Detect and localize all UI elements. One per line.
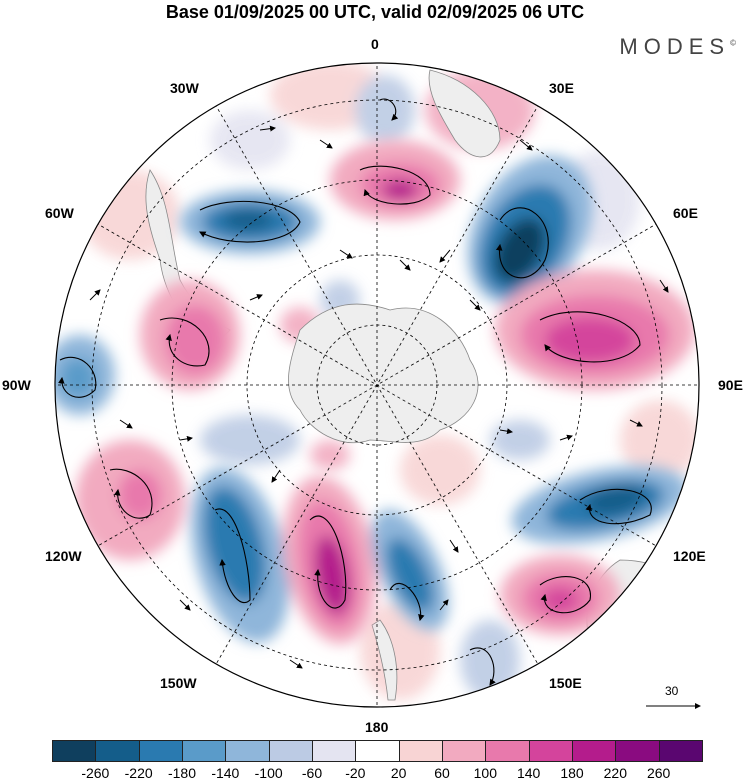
colorbar-tick-label: 100 xyxy=(473,765,498,781)
lon-label-120w: 120W xyxy=(45,548,82,564)
brand-logo: MODES© xyxy=(619,34,736,60)
colorbar-segment xyxy=(52,740,97,762)
colorbar-segment xyxy=(95,740,140,762)
colorbar-segment xyxy=(138,740,183,762)
colorbar-tick-label: -220 xyxy=(124,765,153,781)
copyright-mark: © xyxy=(730,38,736,48)
colorbar-tick-label: 220 xyxy=(603,765,628,781)
colorbar-segment xyxy=(182,740,227,762)
colorbar-tick-label: 20 xyxy=(390,765,407,781)
colorbar-segment xyxy=(398,740,443,762)
lon-label-90w: 90W xyxy=(2,377,31,393)
colorbar xyxy=(52,740,703,762)
colorbar-segment xyxy=(615,740,660,762)
colorbar-segment xyxy=(225,740,270,762)
colorbar-segment xyxy=(268,740,313,762)
new-zealand xyxy=(371,619,398,701)
chart-title: Base 01/09/2025 00 UTC, valid 02/09/2025… xyxy=(165,2,585,22)
colorbar-segment xyxy=(442,740,487,762)
map-boundary xyxy=(54,62,700,708)
lon-label-90e: 90E xyxy=(718,377,743,393)
colorbar-segment xyxy=(528,740,573,762)
lon-label-150w: 150W xyxy=(160,675,197,691)
lon-label-60e: 60E xyxy=(673,205,698,221)
brand-text: MODES xyxy=(619,34,731,59)
lon-label-30e: 30E xyxy=(549,80,574,96)
africa-tip xyxy=(428,69,501,158)
colorbar-segment xyxy=(572,740,617,762)
wind-vectors xyxy=(89,125,669,669)
lon-label-150e: 150E xyxy=(549,675,582,691)
lon-label-180: 180 xyxy=(365,719,389,735)
lon-label-60w: 60W xyxy=(45,205,74,221)
streamlines xyxy=(58,98,652,686)
lon-label-120e: 120E xyxy=(673,548,706,564)
antarctica xyxy=(288,303,479,444)
colorbar-tick-label: 60 xyxy=(434,765,450,781)
lon-label-30w: 30W xyxy=(170,80,199,96)
colorbar-segment xyxy=(485,740,530,762)
colorbar-tick-label: -180 xyxy=(167,765,197,781)
colorbar-tick-label: 140 xyxy=(516,765,541,781)
lon-label-0: 0 xyxy=(371,36,379,52)
colorbar-segment xyxy=(355,740,400,762)
colorbar-tick-label: -60 xyxy=(301,765,323,781)
colorbar-tick-label: -140 xyxy=(211,765,240,781)
colorbar-tick-label: 260 xyxy=(646,765,671,781)
reference-vector-label: 30 xyxy=(665,684,679,698)
colorbar-segment xyxy=(312,740,357,762)
colorbar-segment xyxy=(658,740,703,762)
colorbar-tick-label: -100 xyxy=(254,765,283,781)
colorbar-tick-label: -20 xyxy=(345,765,366,781)
shaded-field xyxy=(55,63,699,707)
colorbar-tick-label: 180 xyxy=(560,765,584,781)
colorbar-tick-label: -260 xyxy=(81,765,110,781)
graticule xyxy=(55,63,699,707)
